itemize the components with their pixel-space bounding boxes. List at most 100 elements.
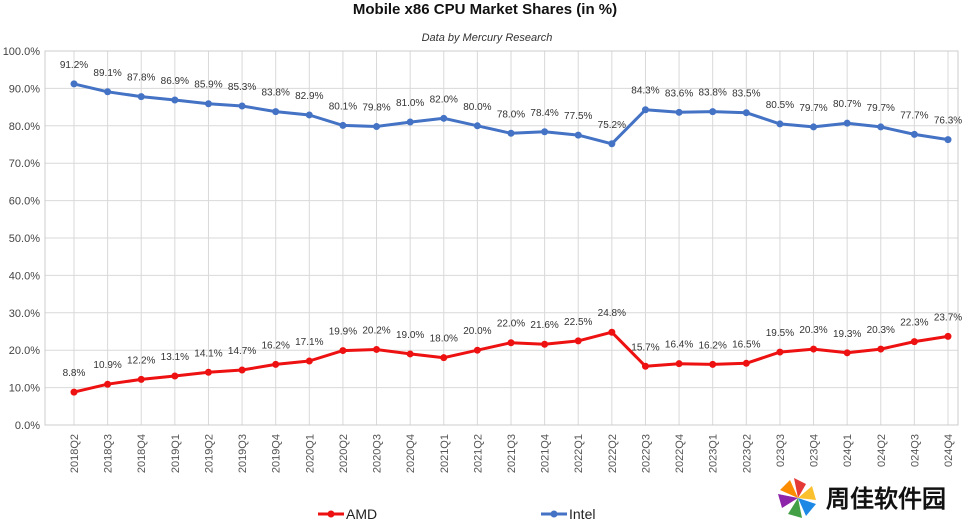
x-tick-label: 2019Q2 (203, 434, 215, 473)
data-point (574, 337, 582, 345)
x-tick-label: 2021Q3 (506, 434, 518, 473)
x-tick-label: 024Q3 (909, 434, 921, 467)
x-tick-label: 2018Q2 (69, 434, 81, 473)
data-point (238, 102, 246, 110)
x-tick-label: 2020Q4 (405, 434, 417, 473)
data-point (776, 120, 784, 128)
data-point (541, 340, 549, 348)
data-point (440, 114, 448, 122)
series-intel: 91.2% 89.1% 87.8% 86.9% 85.9% 85.3% 83.8% 82.9%… (60, 60, 962, 148)
data-label: 19.0% (396, 330, 424, 341)
data-point (204, 368, 212, 376)
chart-title: Mobile x86 CPU Market Shares (in %) (353, 1, 617, 18)
y-tick-label: 90.0% (9, 83, 40, 95)
data-label: 83.8% (262, 88, 290, 99)
data-point (944, 332, 952, 340)
data-point (137, 375, 145, 383)
data-point (608, 140, 616, 148)
legend-swatch-marker (550, 510, 558, 518)
data-point (238, 366, 246, 374)
data-point (608, 328, 616, 336)
data-point (473, 346, 481, 354)
data-label: 8.8% (63, 368, 86, 379)
data-point (339, 347, 347, 355)
data-label: 83.5% (732, 89, 760, 100)
data-point (910, 338, 918, 346)
x-tick-label: 2021Q1 (439, 434, 451, 473)
x-tick-label: 2020Q3 (372, 434, 384, 473)
data-label: 83.8% (699, 88, 727, 99)
series-layer: 8.8% 10.9% 12.2% 13.1% 14.1% 14.7% 16.2% 17.1% 1… (60, 60, 962, 396)
data-point (373, 345, 381, 353)
data-label: 21.6% (530, 320, 558, 331)
x-tick-label: 2023Q2 (741, 434, 753, 473)
x-tick-label: 024Q2 (876, 434, 888, 467)
plot-frame (44, 50, 959, 426)
data-label: 83.6% (665, 88, 693, 99)
data-point (137, 93, 145, 101)
data-label: 85.9% (194, 80, 222, 91)
x-tick-label: 2020Q1 (304, 434, 316, 473)
y-tick-label: 20.0% (9, 345, 40, 357)
series-amd: 8.8% 10.9% 12.2% 13.1% 14.1% 14.7% 16.2% 17.1% 1… (63, 308, 962, 396)
x-tick-label: 2019Q3 (237, 434, 249, 473)
data-point (843, 349, 851, 357)
data-label: 20.2% (362, 325, 390, 336)
data-point (204, 100, 212, 108)
data-label: 15.7% (631, 342, 659, 353)
data-point (877, 123, 885, 131)
data-label: 78.4% (530, 108, 558, 119)
data-label: 87.8% (127, 73, 155, 84)
data-label: 86.9% (161, 76, 189, 87)
data-label: 79.7% (867, 103, 895, 114)
y-tick-label: 10.0% (9, 383, 40, 395)
data-label: 22.3% (900, 318, 928, 329)
data-point (305, 111, 313, 119)
data-label: 16.2% (699, 340, 727, 351)
data-point (272, 108, 280, 116)
legend-item-intel: Intel (541, 506, 595, 522)
watermark: 周佳软件园 (778, 478, 946, 518)
data-label: 20.3% (799, 325, 827, 336)
x-tick-label: 2023Q1 (708, 434, 720, 473)
data-label: 77.5% (564, 111, 592, 122)
data-point (339, 121, 347, 129)
data-label: 14.7% (228, 346, 256, 357)
y-tick-label: 80.0% (9, 121, 40, 133)
x-tick-label: 2022Q3 (640, 434, 652, 473)
data-point (104, 380, 112, 388)
data-label: 75.2% (598, 120, 626, 131)
data-label: 79.7% (799, 103, 827, 114)
x-tick-label: 024Q1 (842, 434, 854, 467)
data-point (440, 354, 448, 362)
data-point (373, 123, 381, 131)
x-tick-label: 023Q3 (775, 434, 787, 467)
legend-item-amd: AMD (318, 506, 377, 522)
data-point (709, 108, 717, 116)
data-label: 80.5% (766, 100, 794, 111)
data-point (641, 106, 649, 114)
x-tick-label: 2019Q1 (170, 434, 182, 473)
pinwheel-logo-icon (778, 478, 816, 518)
data-point (305, 357, 313, 365)
data-point (843, 119, 851, 127)
data-point (641, 362, 649, 370)
data-label: 10.9% (93, 360, 121, 371)
data-label: 78.0% (497, 109, 525, 120)
gridlines (44, 50, 959, 426)
data-point (810, 123, 818, 131)
data-point (709, 360, 717, 368)
data-label: 79.8% (362, 103, 390, 114)
data-point (104, 88, 112, 96)
data-label: 19.5% (766, 328, 794, 339)
data-point (776, 348, 784, 356)
x-tick-label: 2022Q4 (674, 434, 686, 473)
y-tick-label: 60.0% (9, 196, 40, 208)
data-label: 76.3% (934, 116, 962, 127)
legend-label: AMD (346, 506, 377, 522)
data-label: 24.8% (598, 308, 626, 319)
data-label: 82.9% (295, 91, 323, 102)
data-point (473, 122, 481, 130)
data-point (574, 131, 582, 139)
